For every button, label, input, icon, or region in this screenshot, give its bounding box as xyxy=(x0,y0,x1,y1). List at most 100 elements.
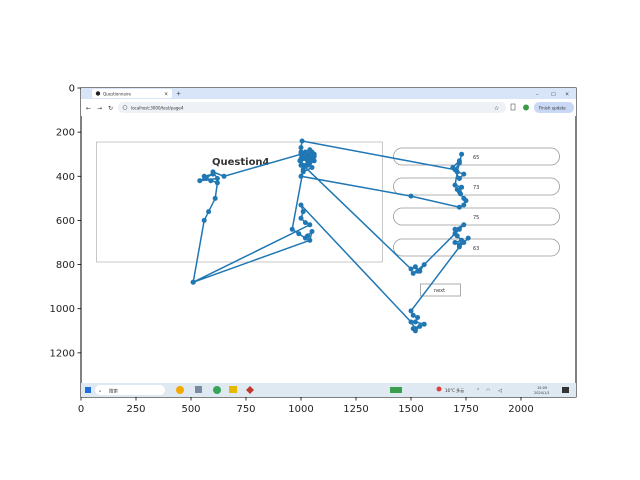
option-button-3[interactable] xyxy=(393,207,560,226)
taskbar-clock-time: 15:09 xyxy=(537,386,547,390)
option-button-1[interactable] xyxy=(393,147,560,166)
profile-avatar[interactable] xyxy=(523,104,529,111)
data-point xyxy=(408,266,414,272)
data-point xyxy=(309,165,315,170)
site-info-icon[interactable] xyxy=(122,105,128,110)
taskbar-search-box[interactable] xyxy=(95,385,165,395)
data-point xyxy=(456,176,462,181)
data-point xyxy=(298,156,304,162)
data-point xyxy=(221,173,227,179)
background-screenshot: Questionnaire × + – ▢ × ← → ↻ localhost:… xyxy=(80,87,577,398)
bookmark-star-icon[interactable]: ☆ xyxy=(494,105,499,112)
y-tick-label: 600 xyxy=(56,216,75,227)
x-tick-label: 1500 xyxy=(398,404,423,415)
data-point xyxy=(456,244,462,250)
data-point xyxy=(307,147,313,153)
question-panel xyxy=(96,141,383,263)
y-tick-label: 0 xyxy=(69,84,75,95)
data-point xyxy=(461,202,467,208)
taskbar-taskview-icon[interactable] xyxy=(195,386,202,393)
data-point xyxy=(302,220,308,226)
x-tick-label: 0 xyxy=(78,404,84,415)
data-point xyxy=(465,235,471,241)
weather-icon xyxy=(436,386,442,392)
data-point xyxy=(210,169,216,175)
chrome-taskbar-icon[interactable] xyxy=(213,386,221,394)
data-point xyxy=(410,270,416,276)
update-button[interactable] xyxy=(534,102,574,113)
next-button-label: next xyxy=(434,288,445,294)
data-point xyxy=(410,312,416,318)
data-point xyxy=(302,149,308,155)
next-button[interactable] xyxy=(420,283,461,297)
data-point xyxy=(300,209,306,215)
reload-icon[interactable]: ↻ xyxy=(108,105,113,112)
data-point xyxy=(305,162,311,168)
taskbar-search-label: 搜索 xyxy=(109,388,118,395)
y-tick-label: 200 xyxy=(56,128,75,139)
data-point xyxy=(454,169,460,175)
tab-close-icon[interactable]: × xyxy=(164,92,168,98)
option-label-2: 73 xyxy=(473,185,479,191)
volume-icon[interactable]: ◁ xyxy=(498,388,502,394)
data-point xyxy=(458,191,463,197)
taskbar-search-icon: ⌕ xyxy=(99,389,101,394)
data-point xyxy=(298,202,304,208)
battery-icon xyxy=(390,387,402,393)
data-point xyxy=(412,264,418,270)
data-point xyxy=(452,240,458,245)
data-point xyxy=(197,178,203,184)
data-point xyxy=(298,145,304,151)
tray-chevron-icon[interactable]: ⌃ xyxy=(476,388,480,394)
data-point xyxy=(289,226,295,232)
x-tick-label: 1750 xyxy=(453,404,478,415)
forward-icon[interactable]: → xyxy=(97,105,102,112)
maximize-icon[interactable]: ▢ xyxy=(551,92,556,98)
new-tab-icon[interactable]: + xyxy=(176,91,181,98)
data-point xyxy=(214,176,220,181)
option-button-4[interactable] xyxy=(393,238,560,257)
x-tick-label: 500 xyxy=(181,404,200,415)
question-title: Question4 xyxy=(212,157,270,168)
notification-icon[interactable] xyxy=(562,387,569,393)
data-point xyxy=(408,308,414,314)
x-tick-label: 1000 xyxy=(288,404,313,415)
data-point xyxy=(456,158,462,164)
data-point xyxy=(311,153,317,159)
sidebar-icon[interactable] xyxy=(510,103,516,111)
data-point xyxy=(415,268,421,274)
y-tick-label: 1000 xyxy=(50,304,75,315)
data-point xyxy=(299,138,305,144)
data-point xyxy=(412,319,418,325)
data-point xyxy=(461,171,467,177)
option-button-2[interactable] xyxy=(393,177,560,196)
data-point xyxy=(307,237,313,243)
data-point xyxy=(408,319,414,325)
data-point xyxy=(206,209,212,215)
minimize-icon[interactable]: – xyxy=(536,92,539,98)
data-point xyxy=(417,323,423,329)
files-taskbar-icon[interactable] xyxy=(229,386,237,393)
data-point xyxy=(456,204,462,210)
option-label-1: 65 xyxy=(473,155,479,161)
taskbar-widget-icon[interactable] xyxy=(176,386,184,394)
windows-start-icon[interactable] xyxy=(85,387,91,393)
data-point xyxy=(408,193,414,199)
data-point xyxy=(212,195,218,201)
browser-tab[interactable] xyxy=(92,89,172,98)
browser-tabbar xyxy=(81,88,576,99)
data-point xyxy=(421,262,427,268)
data-point xyxy=(311,158,317,164)
data-point xyxy=(201,173,207,179)
data-point xyxy=(298,215,304,221)
data-point xyxy=(412,326,418,332)
app-taskbar-icon[interactable] xyxy=(246,386,254,394)
back-icon[interactable]: ← xyxy=(86,105,91,112)
wifi-icon[interactable]: ◠ xyxy=(486,388,490,394)
y-tick-label: 400 xyxy=(56,172,75,183)
data-point xyxy=(415,315,421,320)
data-point xyxy=(461,222,467,228)
window-close-icon[interactable]: × xyxy=(565,92,569,98)
data-point xyxy=(307,158,313,164)
address-bar[interactable] xyxy=(118,102,506,113)
